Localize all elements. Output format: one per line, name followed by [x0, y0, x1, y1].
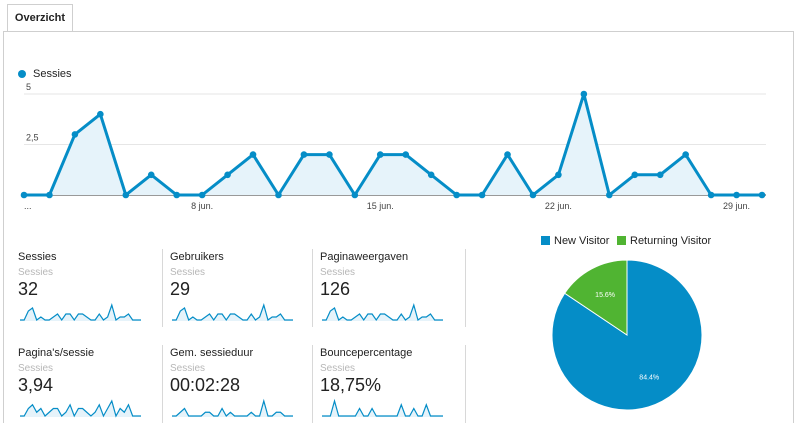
pie-legend-new-visitor[interactable]: New Visitor	[541, 235, 609, 247]
series-line	[24, 92, 762, 197]
metric-value: 29	[170, 279, 191, 299]
divider	[465, 345, 466, 423]
divider	[162, 249, 163, 327]
sparkline-line	[20, 302, 141, 322]
x-tick-label: 22 jun.	[545, 201, 572, 211]
metric-title: Gebruikers	[170, 251, 224, 263]
metric-tile[interactable]: Pagina's/sessie Sessies 3,94	[18, 347, 158, 432]
metric-tile[interactable]: Sessies Sessies 32	[18, 251, 158, 336]
data-point	[71, 131, 79, 138]
metric-subtitle: Sessies	[170, 363, 206, 374]
metric-tile[interactable]: Paginaweergaven Sessies 126	[320, 251, 460, 336]
divider	[162, 345, 163, 423]
data-point	[656, 171, 664, 179]
metric-tile[interactable]: Gem. sessieduur Sessies 00:02:28	[170, 347, 310, 432]
sparkline-line	[20, 399, 141, 418]
divider	[312, 345, 313, 423]
data-point	[20, 191, 28, 199]
sparkline-line	[172, 398, 293, 417]
pie-slice-label: 84.4%	[639, 375, 659, 382]
metric-subtitle: Sessies	[18, 267, 54, 278]
sparkline-line	[322, 302, 443, 322]
metric-subtitle: Sessies	[320, 267, 356, 278]
data-point	[376, 151, 384, 158]
metric-subtitle: Sessies	[320, 363, 356, 374]
data-point	[198, 191, 206, 199]
data-point	[300, 151, 308, 158]
sessions-line-chart[interactable]: 2,5 5... 8 jun. 15 jun. 22 jun. 29 jun.	[0, 80, 797, 215]
data-point	[224, 171, 231, 179]
data-point	[97, 110, 104, 118]
visitor-pie-chart[interactable]: 84.4% 15.6%	[550, 258, 710, 418]
divider	[465, 249, 466, 327]
data-point	[427, 171, 435, 179]
pie-legend-returning-visitor[interactable]: Returning Visitor	[617, 235, 711, 247]
sparkline	[20, 302, 141, 322]
line-chart-legend[interactable]: Sessies	[18, 68, 72, 80]
data-point	[606, 191, 613, 199]
sparkline	[322, 302, 443, 322]
metric-value: 00:02:28	[170, 375, 241, 395]
sparkline	[322, 398, 443, 417]
sparkline-area	[322, 401, 443, 417]
sparkline	[20, 399, 141, 418]
legend-swatch-returning-visitor-icon	[617, 236, 626, 245]
sparkline	[172, 398, 293, 417]
metric-value: 3,94	[18, 375, 54, 395]
metric-title: Sessies	[18, 251, 57, 263]
sparkline-line	[322, 398, 443, 417]
data-point	[249, 151, 257, 158]
metric-value: 18,75%	[320, 375, 382, 395]
data-point	[275, 191, 282, 199]
data-point	[402, 151, 410, 158]
metric-subtitle: Sessies	[18, 363, 54, 374]
data-point	[46, 191, 53, 199]
data-point	[555, 171, 562, 179]
metric-title: Pagina's/sessie	[18, 347, 95, 359]
metric-tile[interactable]: Gebruikers Sessies 29	[170, 251, 310, 336]
metric-subtitle: Sessies	[170, 267, 206, 278]
sparkline	[172, 302, 293, 322]
y-tick-label: 2,5	[26, 133, 39, 143]
data-point	[758, 191, 766, 199]
tab-bar: Overzicht	[0, 0, 797, 32]
tab-overzicht[interactable]: Overzicht	[7, 4, 73, 31]
data-point	[122, 191, 130, 199]
metric-tile[interactable]: Bouncepercentage Sessies 18,75%	[320, 347, 460, 432]
pie-legend-label: Returning Visitor	[630, 235, 712, 247]
series-area	[24, 94, 762, 195]
data-point	[631, 171, 639, 179]
metric-title: Bouncepercentage	[320, 347, 413, 359]
data-point	[351, 191, 359, 199]
divider	[312, 249, 313, 327]
data-point	[529, 191, 537, 199]
metric-value: 126	[320, 279, 351, 299]
data-point	[504, 151, 511, 158]
x-tick-label: ...	[24, 201, 32, 211]
data-point	[478, 191, 486, 199]
data-point	[733, 191, 740, 199]
data-point	[453, 191, 460, 199]
pie-legend-label: New Visitor	[554, 235, 610, 247]
data-point	[682, 151, 689, 158]
metric-title: Gem. sessieduur	[170, 347, 254, 359]
data-point	[147, 171, 155, 179]
pie-slice	[564, 259, 628, 336]
sparkline-line	[172, 302, 293, 322]
metric-title: Paginaweergaven	[320, 251, 409, 263]
pie-slice-label: 15.6%	[595, 292, 615, 299]
legend-label-sessies: Sessies	[33, 68, 72, 80]
y-tick-label: 5	[26, 82, 31, 92]
data-point	[580, 90, 588, 98]
metric-value: 32	[18, 279, 39, 299]
legend-dot-icon	[18, 70, 26, 78]
x-tick-label: 29 jun.	[723, 201, 750, 211]
x-tick-label: 8 jun.	[191, 201, 213, 211]
legend-swatch-new-visitor-icon	[541, 236, 550, 245]
data-point	[326, 151, 333, 158]
x-tick-label: 15 jun.	[367, 201, 394, 211]
data-point	[173, 191, 180, 199]
data-point	[707, 191, 715, 199]
